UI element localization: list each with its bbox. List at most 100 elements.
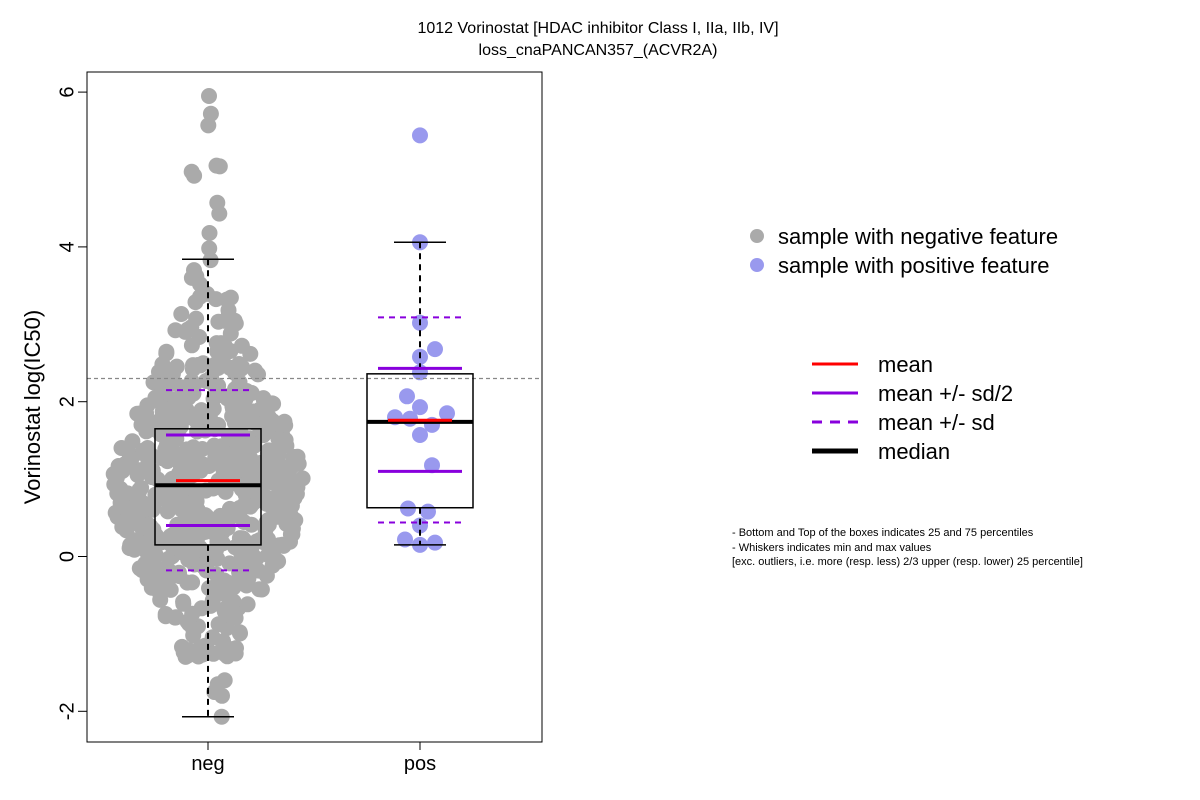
neg-point [170,465,187,482]
neg-point [200,117,217,134]
neg-point [205,645,222,662]
y-tick-label: 6 [56,87,78,98]
neg-point [188,310,205,327]
neg-point [250,562,267,579]
neg-point [114,462,131,479]
neg-point [254,459,271,476]
neg-point [160,480,177,497]
neg-point [124,433,141,450]
neg-point [173,379,190,396]
pos-point [412,427,428,443]
neg-point [140,516,157,533]
neg-point [194,558,211,574]
y-tick-label: 2 [56,396,78,407]
neg-point [151,363,167,380]
neg-point [227,610,244,626]
legend-points: sample with negative feature sample with … [750,224,1058,278]
legend-point-label: sample with negative feature [778,224,1058,249]
neg-point [138,423,155,440]
neg-point [214,535,231,552]
neg-point [256,415,273,432]
neg-point [231,464,248,481]
neg-point [168,358,185,375]
iqr-box [366,373,474,509]
neg-point [270,430,287,447]
pos-point [397,531,413,548]
neg-point [158,343,175,360]
neg-point [290,455,307,472]
neg-point [106,476,123,493]
neg-point [256,392,272,409]
neg-point [222,289,239,306]
neg-point [214,687,230,704]
pos-point [424,457,440,474]
neg-point [122,537,139,553]
neg-point [159,453,176,470]
neg-point [228,385,245,402]
neg-point [131,481,148,498]
neg-point [266,458,283,475]
neg-point [198,508,215,525]
neg-point [155,569,172,586]
neg-point [208,291,224,308]
neg-point [210,377,227,394]
pos-point [400,500,416,517]
neg-point [224,408,241,425]
neg-point [173,306,190,322]
neg-point [167,404,184,421]
neg-point [251,581,268,598]
legend-line-label: mean +/- sd/2 [878,381,1013,406]
y-tick-label: 4 [56,241,78,252]
neg-point [191,647,208,664]
neg-point [239,596,256,613]
neg-point [267,472,284,489]
neg-point [167,322,184,339]
neg-point [202,597,219,614]
x-axis: neg pos [191,741,436,775]
note-line: - Bottom and Top of the boxes indicates … [732,527,1034,539]
neg-point [177,648,194,665]
note-line: [exc. outliers, i.e. more (resp. less) 2… [732,556,1083,568]
neg-point [278,516,295,532]
notes: - Bottom and Top of the boxes indicates … [732,527,1083,568]
neg-point [186,167,203,184]
neg-point [234,530,251,547]
neg-point [216,572,233,589]
pos-point [427,341,443,358]
y-axis: -2 0 2 4 6 [56,87,88,720]
neg-point [231,356,247,372]
neg-point [202,252,219,269]
neg-point [162,581,179,598]
neg-point [263,498,280,515]
neg-point [219,520,236,536]
x-tick-label: neg [191,753,224,775]
legend-point-marker [750,229,764,243]
neg-point [144,501,161,518]
neg-point [144,469,160,486]
neg-point [211,205,228,222]
neg-point [231,564,248,581]
neg-point [201,88,217,104]
neg-point [260,516,277,533]
neg-point [250,366,266,383]
neg-point [195,456,212,473]
neg-point [182,550,199,567]
neg-point [155,406,172,423]
neg-point [213,438,230,455]
neg-point [194,441,211,457]
data-points [105,88,455,725]
pos-point [420,503,436,520]
neg-point [210,616,227,633]
chart-subtitle: loss_cnaPANCAN357_(ACVR2A) [479,42,718,59]
neg-point [214,635,231,652]
neg-point [216,312,233,329]
plot-area [86,71,543,743]
x-tick-label: pos [404,753,436,775]
neg-point [248,550,265,567]
neg-point [225,445,242,461]
neg-point [123,450,140,467]
pos-point [399,388,415,405]
neg-box-group [154,258,262,718]
neg-point [260,531,276,548]
pos-box-group [366,241,474,546]
